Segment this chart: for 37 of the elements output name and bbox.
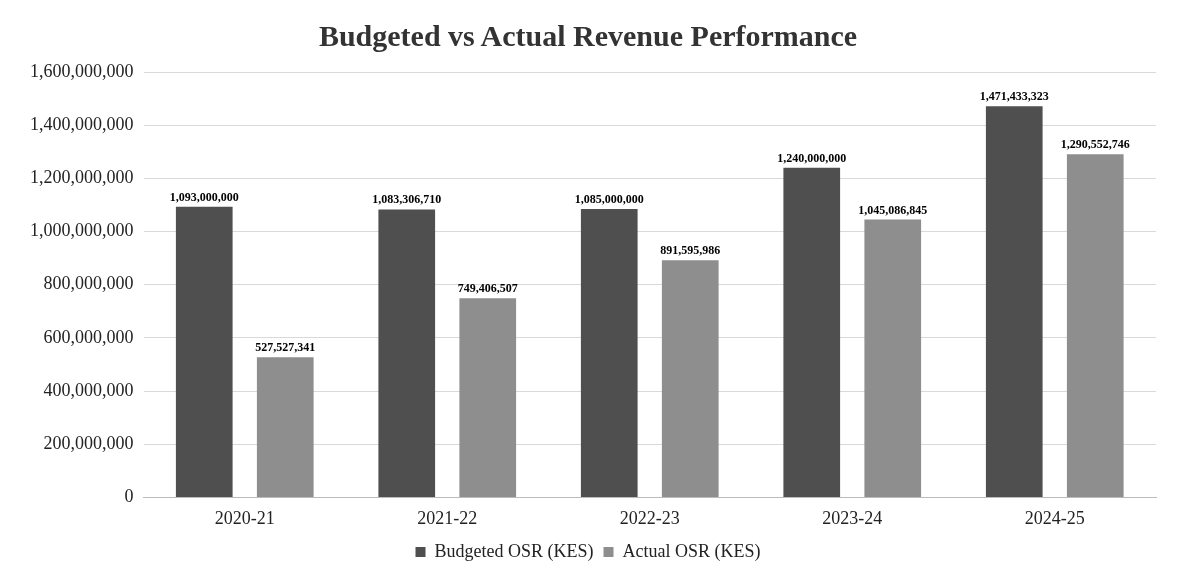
bar <box>783 167 841 497</box>
data-label: 1,085,000,000 <box>574 192 644 207</box>
y-tick-label: 1,000,000,000 <box>30 220 134 241</box>
data-label: 1,471,433,323 <box>979 89 1049 104</box>
data-label: 749,406,507 <box>457 281 518 296</box>
data-label: 1,093,000,000 <box>169 189 239 204</box>
data-label: 1,083,306,710 <box>372 192 442 207</box>
bar <box>378 209 436 497</box>
bar <box>256 357 314 497</box>
y-tick-label: 600,000,000 <box>43 326 134 347</box>
y-tick-label: 200,000,000 <box>43 432 134 453</box>
bar <box>864 219 922 497</box>
legend-label: Actual OSR (KES) <box>622 540 761 562</box>
bar <box>661 260 719 497</box>
data-label: 1,290,552,746 <box>1060 137 1130 152</box>
data-label: 1,045,086,845 <box>858 202 928 217</box>
y-tick-label: 1,400,000,000 <box>30 113 134 134</box>
bar <box>985 106 1043 497</box>
y-tick-label: 1,200,000,000 <box>30 167 134 188</box>
x-tick-label: 2022-23 <box>619 507 680 528</box>
data-label: 527,527,341 <box>255 340 316 355</box>
x-tick-label: 2024-25 <box>1024 507 1085 528</box>
data-label: 1,240,000,000 <box>777 150 847 165</box>
bar <box>175 206 233 497</box>
x-tick-label: 2023-24 <box>822 507 883 528</box>
y-tick-label: 400,000,000 <box>43 379 134 400</box>
y-tick-label: 0 <box>124 486 134 507</box>
bar <box>1066 154 1124 497</box>
data-label: 891,595,986 <box>660 243 721 258</box>
y-tick-label: 1,600,000,000 <box>30 60 134 81</box>
legend-label: Budgeted OSR (KES) <box>434 540 594 562</box>
bar <box>459 298 517 497</box>
y-tick-label: 800,000,000 <box>43 273 134 294</box>
chart-title: Budgeted vs Actual Revenue Performance <box>318 18 858 52</box>
x-tick-label: 2020-21 <box>214 507 275 528</box>
bar <box>580 208 638 497</box>
x-tick-label: 2021-22 <box>417 507 478 528</box>
